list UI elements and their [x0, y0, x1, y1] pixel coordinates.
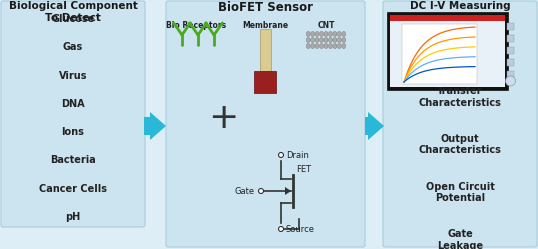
- Text: Open Circuit
Potential: Open Circuit Potential: [426, 182, 494, 203]
- Bar: [254, 71, 276, 93]
- Ellipse shape: [333, 37, 337, 43]
- Ellipse shape: [306, 43, 310, 49]
- Bar: [507, 47, 514, 54]
- Ellipse shape: [315, 43, 319, 49]
- Ellipse shape: [337, 43, 341, 49]
- Ellipse shape: [333, 43, 337, 49]
- Text: CNT: CNT: [317, 21, 335, 30]
- FancyBboxPatch shape: [1, 1, 145, 227]
- Text: Gate: Gate: [235, 187, 255, 195]
- Bar: [390, 15, 505, 87]
- Circle shape: [279, 152, 284, 158]
- Text: Bio Receptors: Bio Receptors: [166, 21, 226, 30]
- Bar: [390, 15, 505, 21]
- Ellipse shape: [310, 31, 315, 37]
- Text: pH: pH: [66, 212, 81, 222]
- Ellipse shape: [337, 31, 341, 37]
- Ellipse shape: [328, 31, 332, 37]
- Ellipse shape: [315, 37, 319, 43]
- Ellipse shape: [315, 31, 319, 37]
- Text: Cancer Cells: Cancer Cells: [39, 184, 107, 194]
- Text: Bacteria: Bacteria: [50, 155, 96, 165]
- Polygon shape: [144, 112, 166, 140]
- Text: Source: Source: [286, 225, 315, 234]
- Bar: [387, 12, 508, 90]
- Text: Ions: Ions: [61, 127, 84, 137]
- Text: DNA: DNA: [61, 99, 85, 109]
- Ellipse shape: [342, 31, 346, 37]
- Polygon shape: [365, 112, 384, 140]
- Text: Glucose: Glucose: [51, 14, 95, 24]
- Ellipse shape: [310, 37, 315, 43]
- Ellipse shape: [320, 31, 323, 37]
- Ellipse shape: [320, 43, 323, 49]
- Ellipse shape: [342, 43, 346, 49]
- Ellipse shape: [337, 37, 341, 43]
- Text: Gate
Leakage: Gate Leakage: [437, 229, 483, 249]
- Text: +: +: [208, 101, 238, 135]
- Text: Transfer
Characteristics: Transfer Characteristics: [419, 86, 501, 108]
- Ellipse shape: [328, 37, 332, 43]
- Circle shape: [258, 188, 264, 193]
- Ellipse shape: [306, 31, 310, 37]
- Ellipse shape: [328, 43, 332, 49]
- Text: Virus: Virus: [59, 70, 87, 81]
- Text: BioFET Sensor: BioFET Sensor: [218, 1, 313, 14]
- Bar: [507, 35, 514, 42]
- Circle shape: [279, 227, 284, 232]
- Ellipse shape: [324, 37, 328, 43]
- Ellipse shape: [324, 43, 328, 49]
- Ellipse shape: [324, 31, 328, 37]
- Bar: [507, 23, 514, 30]
- Bar: [507, 71, 514, 78]
- Ellipse shape: [333, 31, 337, 37]
- Bar: [507, 59, 514, 66]
- Circle shape: [506, 76, 515, 86]
- Ellipse shape: [342, 37, 346, 43]
- FancyBboxPatch shape: [383, 1, 537, 247]
- Ellipse shape: [306, 37, 310, 43]
- Text: Output
Characteristics: Output Characteristics: [419, 134, 501, 155]
- FancyBboxPatch shape: [166, 1, 365, 247]
- Text: Drain: Drain: [286, 150, 309, 160]
- Ellipse shape: [310, 43, 315, 49]
- Text: Gas: Gas: [63, 42, 83, 52]
- Text: Membrane: Membrane: [242, 21, 288, 30]
- Bar: [402, 24, 477, 84]
- Text: Biological Component
To Detect: Biological Component To Detect: [9, 1, 137, 23]
- Bar: [259, 29, 271, 71]
- Text: DC I-V Measuring
Instrument: DC I-V Measuring Instrument: [410, 1, 511, 23]
- Ellipse shape: [320, 37, 323, 43]
- Text: FET: FET: [296, 165, 311, 174]
- Polygon shape: [285, 187, 291, 195]
